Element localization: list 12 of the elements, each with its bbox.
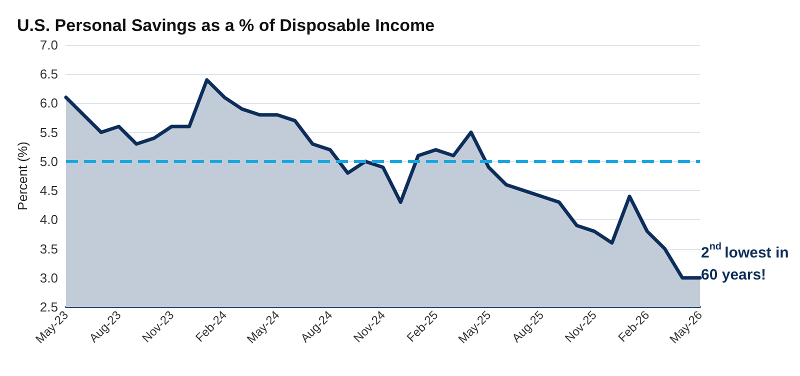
y-tick-label: 3.0	[40, 270, 58, 286]
y-axis-title: Percent (%)	[15, 142, 30, 210]
y-tick-label: 2.5	[40, 300, 58, 314]
y-tick-label: 6.0	[40, 96, 58, 111]
y-tick-label: 4.5	[40, 183, 58, 198]
y-tick-label: 5.0	[40, 154, 58, 169]
y-tick-label: 5.5	[40, 124, 58, 140]
chart-title: U.S. Personal Savings as a % of Disposable Income	[17, 16, 435, 35]
y-tick-label: 6.5	[40, 66, 58, 82]
y-tick-label: 4.0	[40, 212, 58, 228]
y-tick-label: 3.5	[40, 241, 58, 256]
y-tick-label: 7.0	[40, 38, 58, 52]
